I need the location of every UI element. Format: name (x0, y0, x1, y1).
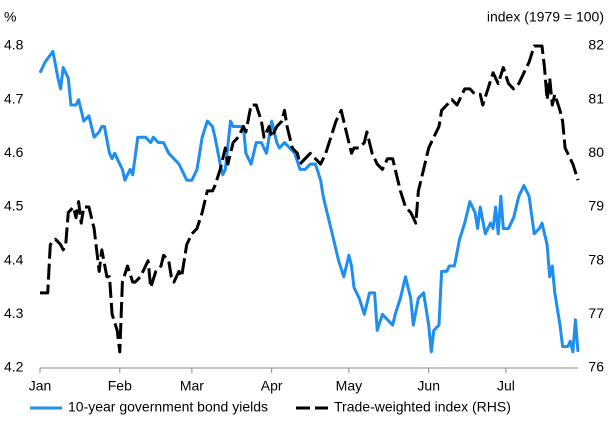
y-tick-label: 4.3 (4, 305, 24, 321)
x-tick-label: Mar (180, 378, 204, 394)
y-tick-label: 4.5 (4, 198, 24, 214)
y2-tick-label: 81 (588, 90, 604, 106)
y2-tick-label: 78 (588, 251, 604, 267)
y-tick-label: 4.8 (4, 37, 24, 53)
legend-label: Trade-weighted index (RHS) (334, 399, 511, 415)
y2-tick-label: 77 (588, 305, 604, 321)
x-tick-label: May (336, 378, 362, 394)
y2-tick-label: 80 (588, 144, 604, 160)
y2-axis-label: index (1979 = 100) (487, 9, 604, 25)
legend-label: 10-year government bond yields (68, 399, 268, 415)
y-tick-label: 4.7 (4, 90, 24, 106)
y2-tick-label: 76 (588, 359, 604, 375)
x-tick-label: Jun (417, 378, 440, 394)
x-tick-label: Apr (261, 378, 283, 394)
y-tick-label: 4.4 (4, 251, 24, 267)
series-line (38, 49, 580, 354)
x-tick-label: Jan (29, 378, 52, 394)
y-axis-label: % (4, 9, 16, 25)
y-tick-label: 4.2 (4, 359, 24, 375)
series-line (40, 44, 580, 354)
y2-tick-label: 82 (588, 37, 604, 53)
x-tick-label: Feb (108, 378, 132, 394)
y-tick-label: 4.6 (4, 144, 24, 160)
x-tick-label: Jul (497, 378, 515, 394)
y2-tick-label: 79 (588, 198, 604, 214)
